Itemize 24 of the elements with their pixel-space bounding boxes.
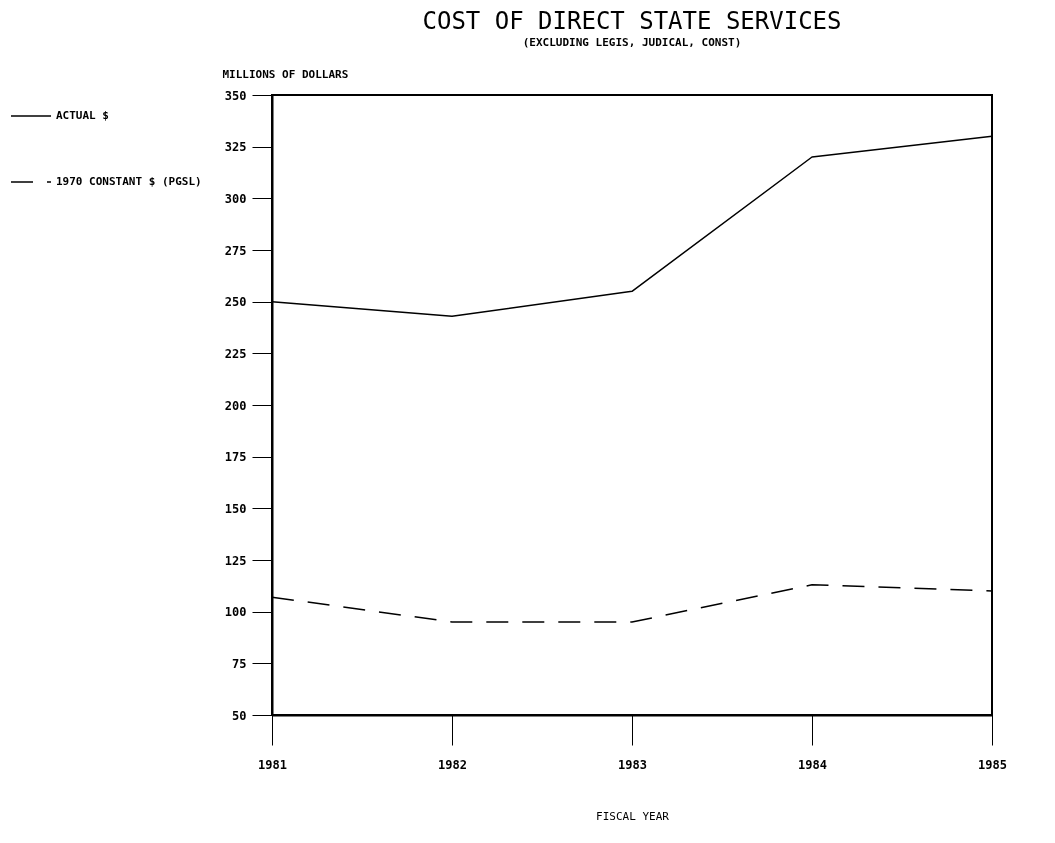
x-tick-label: 1981 (258, 757, 287, 772)
y-tick-label: 150 (224, 501, 247, 516)
y-tick-label: 75 (232, 656, 247, 671)
y-tick-label: 225 (224, 346, 247, 361)
y-tick-label: 50 (232, 708, 247, 723)
x-tick-label: 1984 (798, 757, 827, 772)
y-tick-label: 275 (224, 243, 247, 258)
x-tick-label: 1985 (978, 757, 1007, 772)
y-tick-label: 200 (224, 398, 247, 413)
x-tick-label: 1982 (438, 757, 467, 772)
legend-label: ACTUAL $ (56, 109, 109, 122)
y-tick-label: 250 (224, 295, 247, 310)
y-tick-label: 100 (224, 605, 247, 620)
x-tick-label: 1983 (618, 757, 647, 772)
y-tick-label: 175 (224, 450, 247, 465)
x-axis-title: FISCAL YEAR (596, 809, 670, 823)
y-tick-label: 350 (224, 88, 247, 103)
y-tick-label: 125 (224, 553, 247, 568)
chart-subtitle: (EXCLUDING LEGIS, JUDICAL, CONST) (522, 36, 742, 49)
y-tick-label: 300 (224, 191, 247, 206)
legend-label: 1970 CONSTANT $ (PGSL) (56, 175, 202, 188)
chart-title: COST OF DIRECT STATE SERVICES (422, 7, 842, 35)
y-axis-title: MILLIONS OF DOLLARS (222, 67, 349, 81)
y-tick-label: 325 (224, 140, 247, 155)
